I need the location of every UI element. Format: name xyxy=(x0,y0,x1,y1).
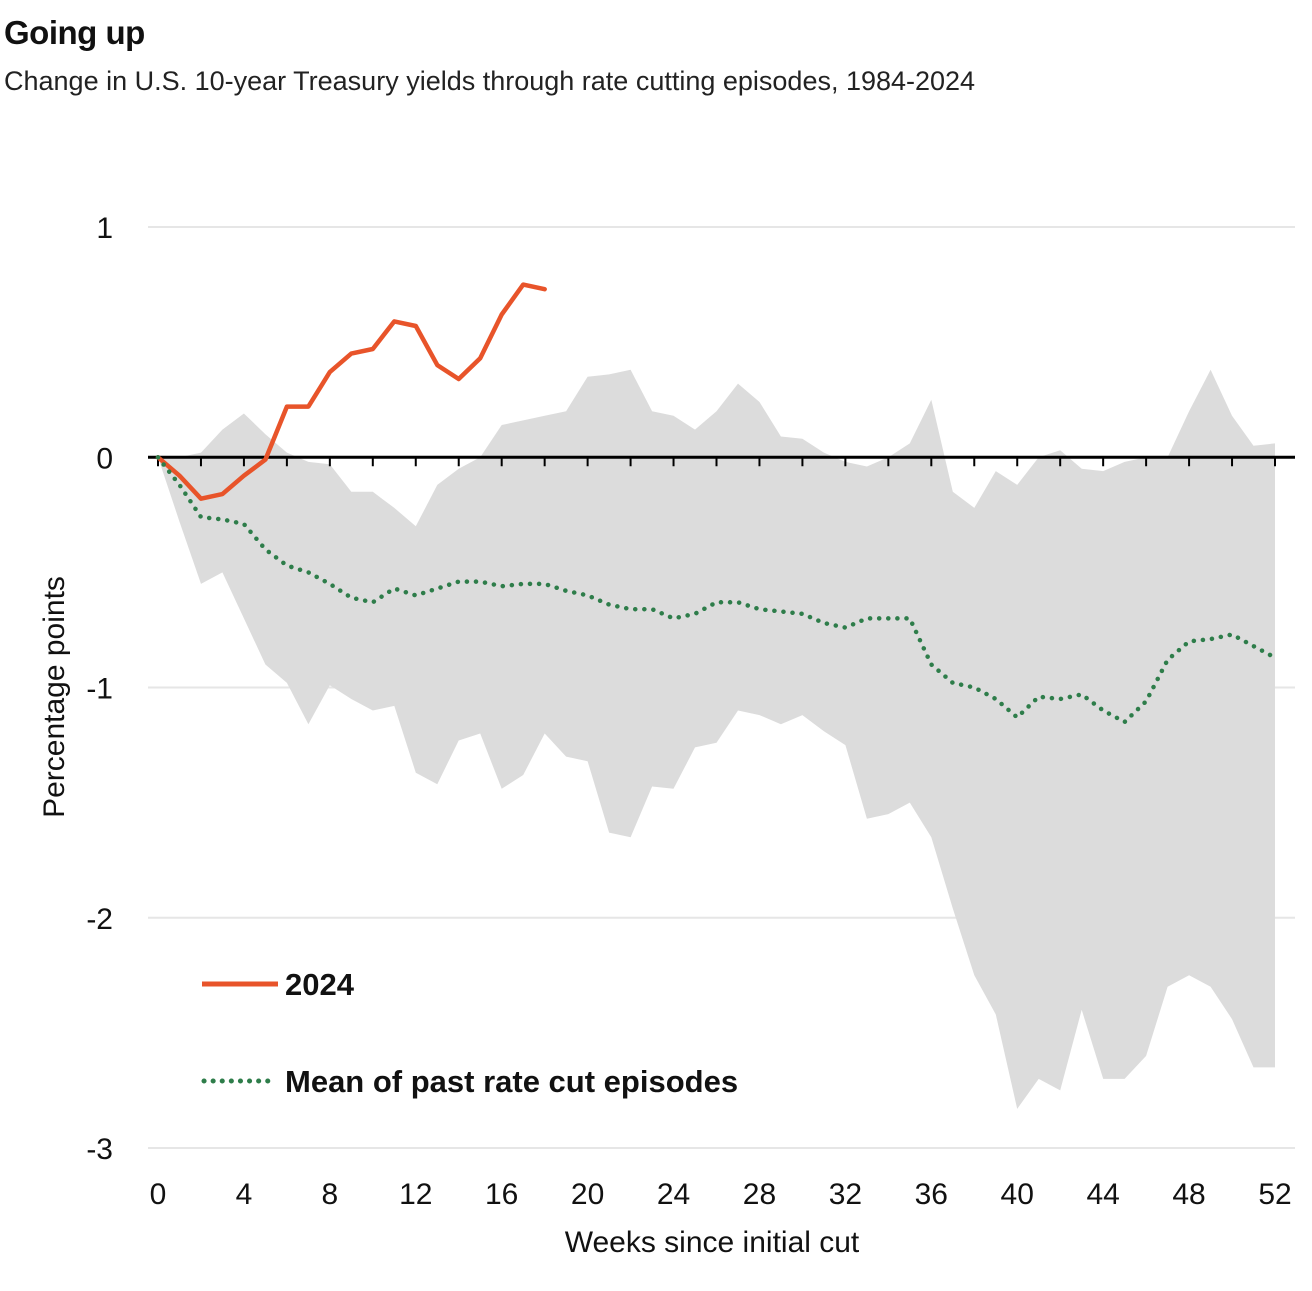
series-line-2024 xyxy=(155,282,547,501)
chart-subtitle: Change in U.S. 10-year Treasury yields t… xyxy=(4,66,976,96)
x-tick-labels: 0 4 8 12 16 20 24 28 32 36 40 44 48 52 xyxy=(150,1178,1292,1211)
x-tick-label: 8 xyxy=(322,1178,339,1211)
x-tick-label: 0 xyxy=(150,1178,167,1211)
series-lines xyxy=(155,282,1278,725)
range-band-area xyxy=(158,369,1275,1109)
x-tick-label: 20 xyxy=(571,1178,604,1211)
x-tick-label: 44 xyxy=(1086,1178,1119,1211)
x-tick-label: 12 xyxy=(399,1178,432,1211)
legend-label-mean: Mean of past rate cut episodes xyxy=(285,1064,738,1099)
y-tick-labels: 1 0 -1 -2 -3 xyxy=(86,212,113,1166)
range-band xyxy=(158,369,1275,1109)
x-tick-label: 48 xyxy=(1172,1178,1205,1211)
y-axis-label: Percentage points xyxy=(38,576,71,818)
legend: 2024 Mean of past rate cut episodes xyxy=(201,967,738,1099)
y-tick-label: 1 xyxy=(96,212,113,245)
x-tick-label: 24 xyxy=(657,1178,690,1211)
y-tick-label: 0 xyxy=(96,442,113,475)
legend-label-2024: 2024 xyxy=(285,967,355,1002)
y-tick-label: -3 xyxy=(86,1133,113,1166)
x-tick-label: 28 xyxy=(743,1178,776,1211)
x-tick-label: 16 xyxy=(485,1178,518,1211)
y-tick-label: -2 xyxy=(86,903,113,936)
x-axis-label: Weeks since initial cut xyxy=(565,1226,860,1259)
x-tick-label: 52 xyxy=(1258,1178,1291,1211)
x-tick-label: 4 xyxy=(236,1178,253,1211)
chart-title: Going up xyxy=(4,14,145,51)
x-tick-label: 36 xyxy=(915,1178,948,1211)
y-tick-label: -1 xyxy=(86,673,113,706)
x-tick-label: 32 xyxy=(829,1178,862,1211)
x-tick-label: 40 xyxy=(1001,1178,1034,1211)
